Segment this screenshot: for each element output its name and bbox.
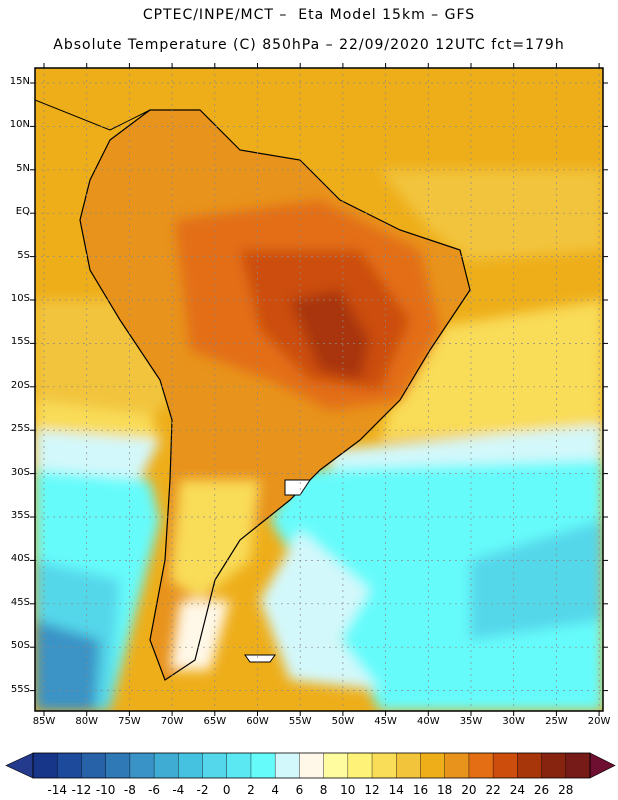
colorbar-label: 24 bbox=[509, 783, 525, 797]
ocean-colder-east-area bbox=[470, 520, 603, 640]
lon-label: 60W bbox=[246, 716, 269, 727]
lat-label: 10S bbox=[10, 293, 30, 304]
colorbar-swatch bbox=[202, 753, 228, 778]
lat-label: 5S bbox=[17, 249, 30, 261]
colorbar-swatch bbox=[299, 753, 325, 778]
map-frame bbox=[34, 67, 604, 712]
colorbar-swatch bbox=[493, 753, 518, 778]
lat-label: 45S bbox=[10, 596, 30, 608]
colorbar-label: 4 bbox=[271, 783, 279, 797]
lon-label: 20W bbox=[587, 716, 611, 727]
colorbar-swatch bbox=[323, 753, 349, 778]
lat-label: 15S bbox=[10, 336, 30, 348]
lat-label: 40S bbox=[10, 553, 30, 565]
ocean-cool-west-area bbox=[35, 430, 160, 480]
colorbar-max-arrow bbox=[589, 752, 616, 779]
colorbar-min-arrow bbox=[5, 752, 34, 779]
colorbar-label: 18 bbox=[437, 783, 453, 797]
lon-label: 85W bbox=[32, 716, 56, 727]
lon-label: 50W bbox=[331, 716, 355, 727]
lon-label: 80W bbox=[75, 716, 98, 727]
ocean-cold-east-area bbox=[270, 460, 603, 711]
colorbar-label: 26 bbox=[533, 783, 550, 797]
falkland-islands bbox=[244, 654, 276, 663]
lon-label: 55W bbox=[288, 716, 312, 727]
colorbar-label: 2 bbox=[247, 783, 255, 797]
colorbar-swatch bbox=[33, 753, 58, 778]
lon-label: 35W bbox=[459, 716, 483, 727]
colorbar-swatch bbox=[154, 753, 179, 778]
colorbar-swatch bbox=[275, 753, 300, 778]
colorbar-label: 8 bbox=[319, 783, 328, 797]
colorbar-swatch bbox=[81, 753, 107, 778]
colorbar-label: -6 bbox=[148, 783, 161, 797]
colorbar-swatch bbox=[444, 753, 470, 778]
ocean-warm-area bbox=[380, 170, 603, 260]
colorbar-label: 0 bbox=[222, 783, 231, 797]
colorbar-label: -10 bbox=[95, 783, 116, 797]
land-hottest-area bbox=[290, 290, 370, 380]
lat-label: 35S bbox=[10, 510, 30, 521]
lon-label: 70W bbox=[160, 716, 184, 727]
colorbar-label: -4 bbox=[172, 783, 185, 797]
colorbar bbox=[5, 752, 616, 779]
colorbar-swatch bbox=[541, 753, 567, 778]
colorbar-swatch bbox=[250, 753, 276, 778]
ocean-cool-plume-area bbox=[260, 530, 380, 690]
lat-label: 15N bbox=[9, 76, 30, 87]
colorbar-swatch bbox=[517, 753, 543, 778]
colorbar-label: 14 bbox=[388, 783, 404, 797]
lat-label: 10N bbox=[9, 119, 30, 131]
colorbar-swatch bbox=[372, 753, 397, 778]
lat-label: 55S bbox=[10, 683, 30, 695]
colorbar-swatch bbox=[420, 753, 446, 778]
lat-label: 20S bbox=[10, 379, 30, 391]
colorbar-swatch bbox=[347, 753, 373, 778]
colorbar-frame bbox=[32, 752, 591, 779]
colorbar-swatch bbox=[468, 753, 494, 778]
lon-label: 30W bbox=[502, 716, 525, 727]
colorbar-swatch bbox=[226, 753, 252, 778]
colorbar-swatch bbox=[105, 753, 131, 778]
colorbar-label: -12 bbox=[71, 783, 92, 797]
land-cool-area bbox=[170, 480, 260, 600]
colorbar-label: 16 bbox=[412, 783, 429, 797]
lon-label: 75W bbox=[118, 716, 141, 727]
colorbar-swatch bbox=[57, 753, 82, 778]
colorbar-label: -14 bbox=[47, 783, 67, 797]
lat-label: 5N bbox=[16, 162, 30, 174]
lat-label: 30S bbox=[10, 466, 30, 478]
title-line-1: CPTEC/INPE/MCT – Eta Model 15km – GFS bbox=[142, 7, 476, 23]
field-layer bbox=[35, 68, 603, 711]
graticule bbox=[35, 68, 603, 711]
lat-label: 50S bbox=[10, 640, 30, 652]
land-cold-area bbox=[170, 600, 230, 670]
lat-label: EQ bbox=[15, 206, 30, 218]
colorbar-label: -8 bbox=[123, 783, 136, 797]
colorbar-swatch bbox=[178, 753, 204, 778]
colorbar-swatch bbox=[396, 753, 421, 778]
colorbar-label: -2 bbox=[196, 783, 209, 797]
colorbar-label: 10 bbox=[340, 783, 356, 797]
lat-label: 25S bbox=[10, 423, 30, 435]
lon-label: 25W bbox=[545, 716, 568, 727]
colorbar-label: 28 bbox=[558, 783, 574, 797]
lon-label: 45W bbox=[374, 716, 397, 727]
colorbar-label: 12 bbox=[364, 783, 380, 797]
continent-coastline bbox=[79, 109, 471, 681]
central-america-coastline bbox=[35, 99, 151, 131]
colorbar-swatch bbox=[129, 753, 155, 778]
colorbar-label: 6 bbox=[295, 783, 304, 797]
colorbar-label: 20 bbox=[461, 783, 477, 797]
colorbar-swatch bbox=[565, 753, 591, 778]
colorbar-label: 22 bbox=[485, 783, 501, 797]
ocean-coldest-west-area bbox=[35, 620, 100, 711]
lon-label: 65W bbox=[203, 716, 227, 727]
lon-label: 40W bbox=[416, 716, 440, 727]
axis-ticks bbox=[30, 63, 608, 716]
title-line-2: Absolute Temperature (C) 850hPa – 22/09/… bbox=[53, 37, 565, 53]
